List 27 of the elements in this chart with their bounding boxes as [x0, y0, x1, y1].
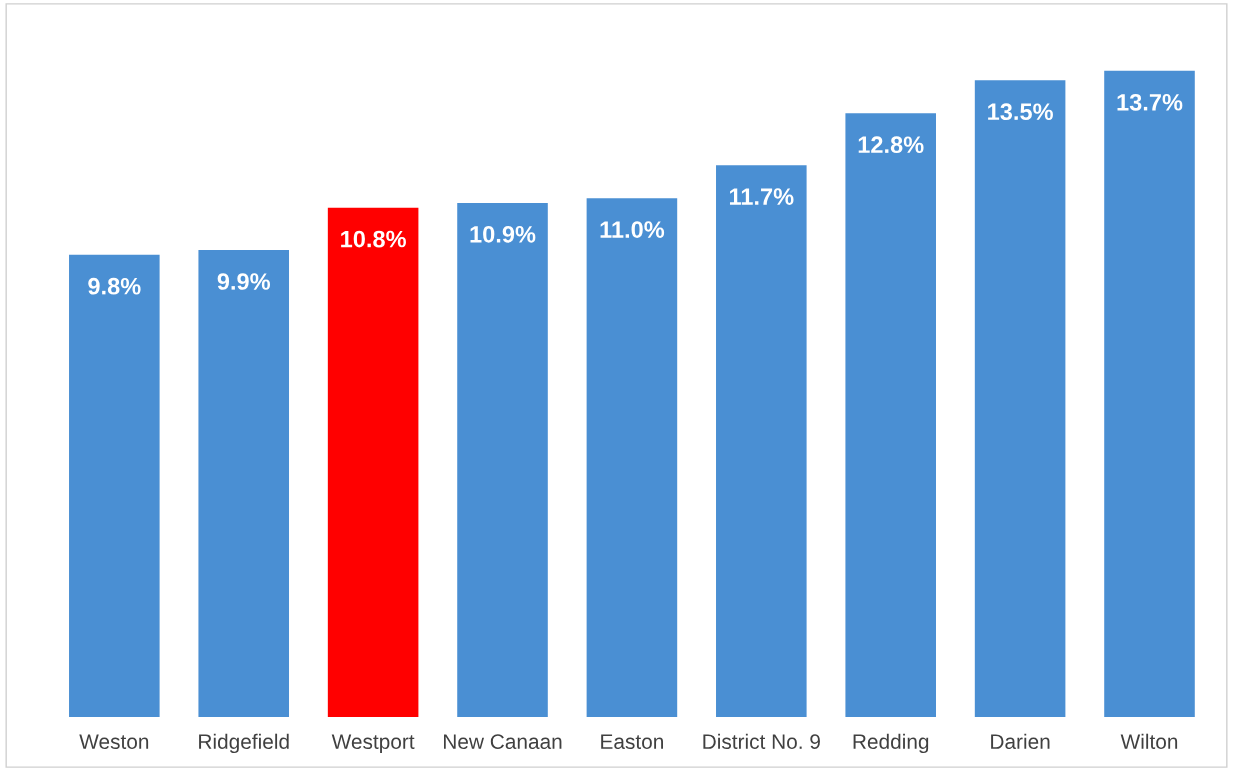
bar: [586, 198, 678, 718]
x-tick-label: Darien: [991, 733, 1050, 749]
bar: [457, 202, 548, 718]
x-tick-label: Westport: [331, 734, 415, 754]
bar: [974, 80, 1066, 718]
data-label: 10.8%: [341, 230, 406, 248]
data-label: 13.7%: [1117, 93, 1183, 111]
bar: [69, 254, 160, 718]
data-label: 12.8%: [858, 136, 924, 154]
data-label: 9.9%: [217, 273, 271, 290]
x-tick-label: District No. 9: [703, 733, 820, 749]
x-tick-label: Easton: [601, 734, 663, 749]
bar: [327, 207, 419, 718]
x-tick-label: Ridgefield: [199, 733, 289, 754]
data-label: 13.5%: [988, 103, 1053, 121]
data-label: 9.8%: [88, 277, 141, 295]
data-label: 10.9%: [470, 225, 536, 243]
data-label: 11.0%: [600, 221, 665, 238]
x-tick-label: New Canaan: [444, 734, 562, 749]
bar: [716, 165, 807, 718]
x-tick-label: Redding: [853, 733, 929, 754]
x-tick-label: Wilton: [1120, 733, 1178, 749]
bar: [1104, 70, 1195, 718]
x-tick-label: Weston: [79, 734, 149, 749]
bar: [845, 113, 936, 718]
bar: [198, 250, 290, 718]
data-label: 11.7%: [729, 188, 794, 205]
